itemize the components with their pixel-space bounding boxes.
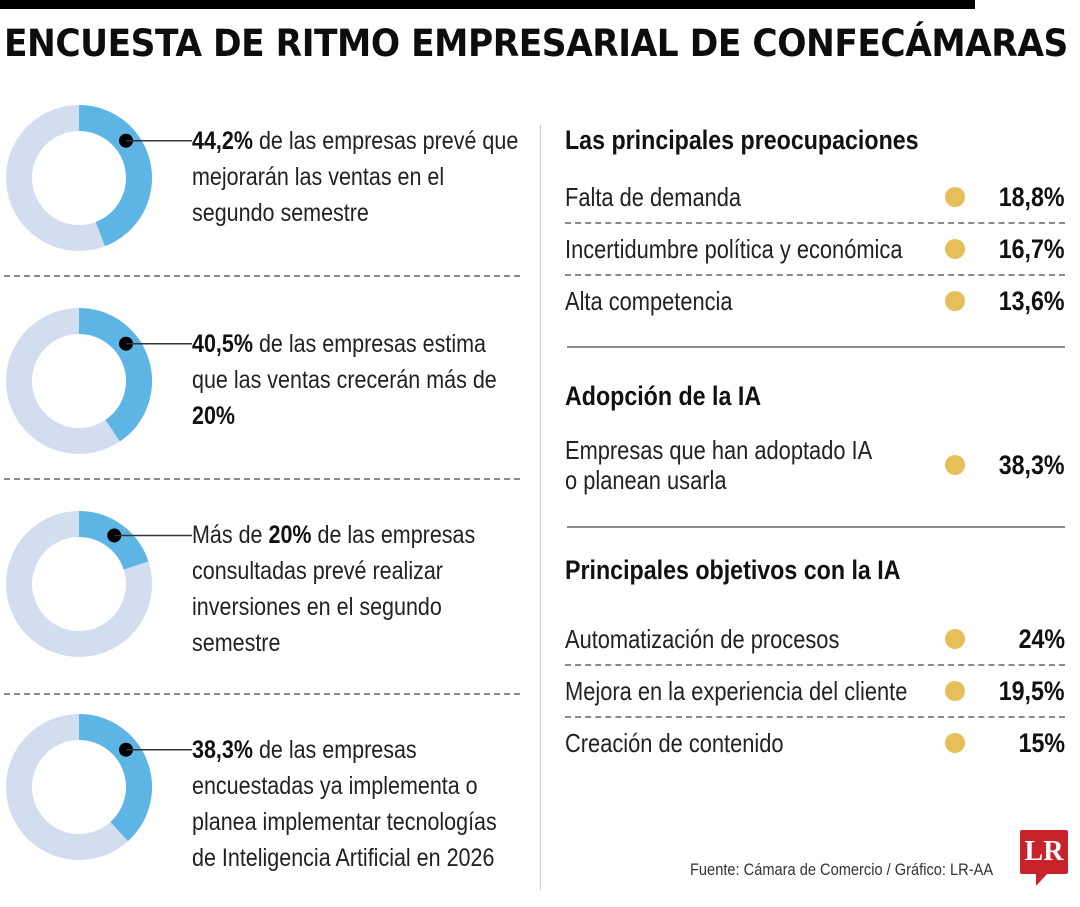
bullet-dot-icon [945,733,965,753]
stat-text-part: de las empresas encuestadas ya implement… [192,735,497,872]
stat-text: 44,2% de las empresas prevé que mejorará… [192,123,522,231]
source-note: Fuente: Cámara de Comercio / Gráfico: LR… [690,860,994,879]
adoption-label-line1: Empresas que han adoptado IA [565,435,873,465]
concern-row: Incertidumbre política y económica 16,7% [565,222,1065,274]
objectives-title: Principales objetivos con la IA [565,555,901,585]
stats-column: 44,2% de las empresas prevé que mejorará… [0,95,520,907]
page-title: ENCUESTA DE RITMO EMPRESARIAL DE CONFECÁ… [4,22,1068,65]
adoption-value: 38,3% [999,449,1065,480]
objective-label: Automatización de procesos [565,623,840,654]
stat-text-part: Más de [192,521,269,550]
adoption-label: Empresas que han adoptado IA o planean u… [565,435,872,495]
concern-label: Incertidumbre política y económica [565,233,903,264]
stat-text-part: de las empresas consultadas prevé realiz… [192,521,476,658]
donut-chart [6,511,192,657]
objective-row: Automatización de procesos 24% [565,614,1065,664]
dashed-divider [4,478,520,480]
stat-text-part: de las empresas estima que las ventas cr… [192,329,497,394]
column-divider [540,125,541,890]
top-rule [0,0,975,9]
bullet-dot-icon [945,455,965,475]
objective-label: Creación de contenido [565,727,784,758]
donut-slice [78,308,152,442]
stat-item: 40,5% de las empresas estima que las ven… [0,298,520,501]
lr-logo-tail [1036,873,1048,886]
donut-slice [78,105,152,247]
objective-row: Creación de contenido 15% [565,716,1065,768]
concern-value: 18,8% [999,181,1065,212]
donut-slice [78,714,152,842]
stat-highlight: 20% [192,401,236,430]
donut-chart [6,308,192,454]
stat-highlight: 20% [268,521,312,550]
summary-column: Las principales preocupaciones Falta de … [565,110,1065,768]
donut-slice [78,511,149,571]
adoption-title: Adopción de la IA [565,381,762,411]
concern-value: 16,7% [999,233,1065,264]
lr-logo: LR [1020,830,1068,874]
stat-text-part: de las empresas prevé que mejorarán las … [192,126,519,227]
concern-row: Falta de demanda 18,8% [565,172,1065,222]
objective-value: 15% [1018,727,1065,758]
dashed-divider [4,693,520,695]
concern-value: 13,6% [999,285,1065,316]
bullet-dot-icon [945,291,965,311]
concern-label: Falta de demanda [565,181,742,212]
section-divider [567,526,1065,528]
callout-dot [118,742,133,757]
bullet-dot-icon [945,681,965,701]
concern-label: Alta competencia [565,285,733,316]
callout-dot [118,133,133,148]
bullet-dot-icon [945,629,965,649]
donut-chart [6,714,192,860]
objective-label: Mejora en la experiencia del cliente [565,675,908,706]
dashed-divider [4,275,520,277]
stat-highlight: 44,2% [192,126,253,155]
objective-row: Mejora en la experiencia del cliente 19,… [565,664,1065,716]
bullet-dot-icon [945,239,965,259]
callout-dot [118,336,133,351]
stat-highlight: 40,5% [192,329,253,358]
stat-highlight: 38,3% [192,735,253,764]
bullet-dot-icon [945,187,965,207]
stat-text: 38,3% de las empresas encuestadas ya imp… [192,732,522,876]
stat-text: Más de 20% de las empresas consultadas p… [192,517,522,661]
section-divider [567,346,1065,348]
concerns-title: Las principales preocupaciones [565,125,919,155]
donut-chart [6,105,192,251]
objective-value: 19,5% [999,675,1065,706]
stat-text: 40,5% de las empresas estima que las ven… [192,326,522,434]
adoption-label-line2: o planean usarla [565,465,727,495]
stat-item: 38,3% de las empresas encuestadas ya imp… [0,704,520,907]
adoption-row: Empresas que han adoptado IA o planean u… [565,430,1065,500]
objective-value: 24% [1018,623,1065,654]
concern-row: Alta competencia 13,6% [565,274,1065,326]
stat-item: Más de 20% de las empresas consultadas p… [0,501,520,704]
stat-item: 44,2% de las empresas prevé que mejorará… [0,95,520,298]
